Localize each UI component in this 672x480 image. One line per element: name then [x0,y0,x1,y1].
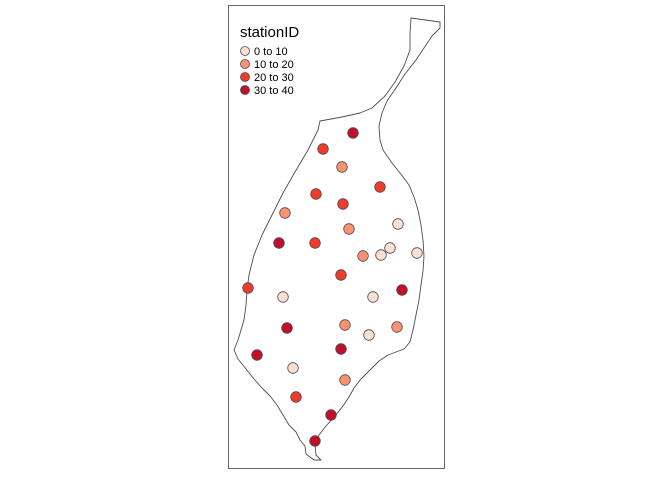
station-marker [281,322,293,334]
legend-title: stationID [240,24,299,41]
station-marker [392,218,404,230]
station-marker [337,198,349,210]
station-marker [335,343,347,355]
station-marker [336,161,348,173]
station-marker [273,237,285,249]
legend-swatch-3 [240,85,250,95]
legend-swatch-0 [240,46,250,56]
station-marker [363,329,375,341]
station-marker [411,247,423,259]
station-marker [335,269,347,281]
legend-label-0: 0 to 10 [254,46,288,58]
station-marker [279,207,291,219]
station-marker [357,250,369,262]
legend-swatch-1 [240,59,250,69]
station-marker [374,181,386,193]
station-marker [339,319,351,331]
station-marker [396,284,408,296]
legend-label-1: 10 to 20 [254,59,294,71]
station-marker [290,391,302,403]
station-marker [384,242,396,254]
station-marker [375,249,387,261]
station-marker [277,291,289,303]
station-marker [317,143,329,155]
station-marker [343,223,355,235]
station-marker [310,188,322,200]
station-marker [391,321,403,333]
station-marker [309,237,321,249]
station-marker [367,291,379,303]
legend-label-2: 20 to 30 [254,72,294,84]
station-marker [325,409,337,421]
stations-layer [242,127,423,447]
station-marker [347,127,359,139]
station-marker [309,435,321,447]
legend-label-3: 30 to 40 [254,85,294,97]
station-marker [251,349,263,361]
station-marker [242,282,254,294]
legend-swatch-2 [240,72,250,82]
station-marker [339,374,351,386]
station-marker [287,362,299,374]
